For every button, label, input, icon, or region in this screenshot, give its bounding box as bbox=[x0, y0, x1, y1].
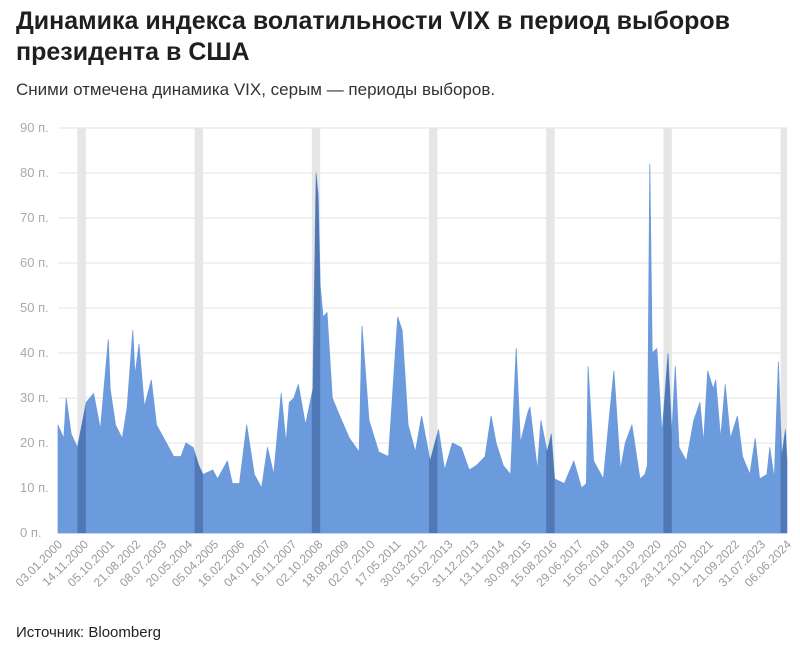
election-period-band bbox=[780, 128, 787, 533]
election-period-band bbox=[546, 128, 555, 533]
election-period-band bbox=[663, 128, 672, 533]
y-tick-label: 60 п. bbox=[20, 255, 49, 270]
source-note: Источник: Bloomberg bbox=[16, 624, 161, 641]
election-period-band bbox=[194, 128, 204, 533]
y-tick-label: 50 п. bbox=[20, 300, 49, 315]
election-period-band bbox=[428, 128, 438, 533]
y-tick-label: 70 п. bbox=[20, 210, 49, 225]
y-axis-labels: 0 п. 10 п. 20 п. 30 п. 40 п. 50 п. 60 п. 70 п. 8… bbox=[20, 120, 49, 540]
y-tick-label: 90 п. bbox=[20, 120, 49, 135]
vix-series bbox=[57, 163, 788, 534]
vix-area-chart: 0 п. 10 п. 20 п. 30 п. 40 п. 50 п. 60 п. 70 п. 8… bbox=[13, 120, 795, 590]
y-tick-label: 80 п. bbox=[20, 165, 49, 180]
y-tick-label: 40 п. bbox=[20, 345, 49, 360]
election-period-overlap bbox=[311, 164, 321, 533]
y-tick-label: 20 п. bbox=[20, 435, 49, 450]
vix-area bbox=[57, 163, 788, 534]
y-tick-label: 30 п. bbox=[20, 390, 49, 405]
y-tick-label: 0 п. bbox=[20, 525, 42, 540]
x-axis-labels: 03.01.200014.11.200005.10.200121.08.2002… bbox=[13, 537, 795, 590]
y-tick-label: 10 п. bbox=[20, 480, 49, 495]
chart-title: Динамика индекса волатильности VIX в пер… bbox=[16, 7, 731, 66]
election-period-band bbox=[77, 128, 86, 533]
chart-subtitle: Сними отмечена динамика VIX, серым — пер… bbox=[16, 80, 496, 99]
